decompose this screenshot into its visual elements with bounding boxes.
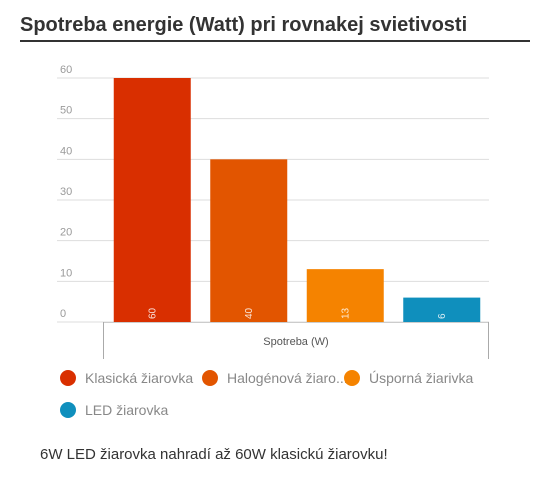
chart-title: Spotreba energie (Watt) pri rovnakej svi… xyxy=(20,14,530,42)
caption-text: 6W LED žiarovka nahradí až 60W klasickú … xyxy=(40,446,388,463)
legend-swatch xyxy=(202,370,218,386)
bar-value-labels: 60 40 13 6 xyxy=(147,307,448,319)
bar-value-label: 60 xyxy=(147,307,158,319)
y-tick-label: 20 xyxy=(60,227,72,239)
x-axis: Spotreba (W) xyxy=(103,322,489,359)
legend-swatch xyxy=(60,402,76,418)
legend-label: Halogénová žiaro... xyxy=(227,370,348,386)
y-axis-ticks: 0 10 20 30 40 50 60 xyxy=(60,64,72,320)
legend-item[interactable]: Halogénová žiaro... xyxy=(202,370,348,386)
bar-value-label: 13 xyxy=(340,307,351,319)
bars xyxy=(113,78,481,322)
legend-item[interactable]: Klasická žiarovka xyxy=(60,370,193,386)
legend-swatch xyxy=(60,370,76,386)
y-tick-label: 10 xyxy=(60,267,72,279)
bar-value-label: 40 xyxy=(244,307,255,319)
bar xyxy=(113,78,191,322)
y-tick-label: 40 xyxy=(60,145,72,157)
bar xyxy=(210,159,288,322)
bar xyxy=(306,269,384,322)
legend-swatch xyxy=(344,370,360,386)
bar-value-label: 6 xyxy=(437,313,448,319)
y-tick-label: 60 xyxy=(60,64,72,76)
y-tick-label: 0 xyxy=(60,308,66,320)
x-category-label: Spotreba (W) xyxy=(263,336,328,348)
legend-item[interactable]: LED žiarovka xyxy=(60,402,168,418)
legend-label: Klasická žiarovka xyxy=(85,370,194,386)
legend-label: LED žiarovka xyxy=(85,402,169,418)
y-tick-label: 30 xyxy=(60,186,72,198)
bar xyxy=(403,297,481,322)
y-tick-label: 50 xyxy=(60,105,72,117)
legend-item[interactable]: Úsporná žiarivka xyxy=(344,370,473,386)
legend-label: Úsporná žiarivka xyxy=(369,370,474,386)
